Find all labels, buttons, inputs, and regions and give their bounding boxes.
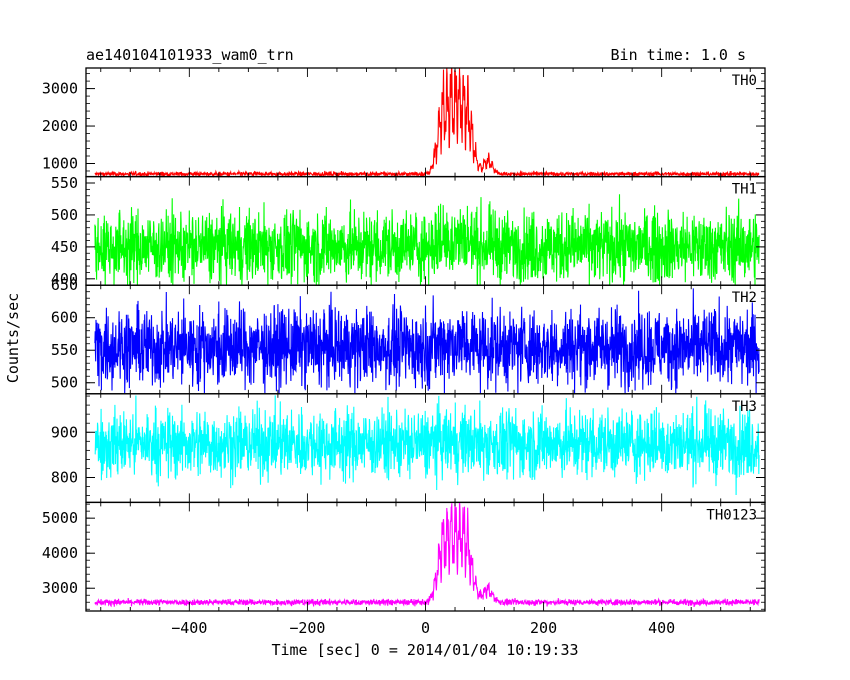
y-tick-label: 650 [51, 276, 78, 294]
series-line-th3 [94, 395, 760, 496]
bin-time-label: Bin time: 1.0 s [611, 46, 746, 64]
y-tick-label: 5000 [42, 509, 78, 527]
series-line-th0123 [94, 502, 760, 608]
y-tick-label: 500 [51, 374, 78, 392]
x-tick-label: −400 [171, 619, 207, 637]
panel-label-th0123: TH0123 [706, 507, 757, 523]
y-tick-label: 400 [51, 270, 78, 288]
panel-label-th3: TH3 [732, 399, 757, 415]
x-axis-label: Time [sec] 0 = 2014/01/04 10:19:33 [271, 641, 578, 659]
y-tick-label: 3000 [42, 80, 78, 98]
x-tick-label: 0 [421, 619, 430, 637]
y-axis-label: Counts/sec [4, 293, 22, 383]
panel-frame-th0123 [85, 501, 766, 612]
series-line-th2 [94, 288, 760, 394]
x-tick-label: 200 [530, 619, 557, 637]
series-line-th0 [94, 67, 760, 178]
y-tick-label: 450 [51, 238, 78, 256]
y-tick-label: 900 [51, 423, 78, 441]
y-tick-label: 550 [51, 341, 78, 359]
y-tick-label: 550 [51, 174, 78, 192]
x-tick-label: 400 [648, 619, 675, 637]
y-tick-label: 500 [51, 206, 78, 224]
x-tick-label: −200 [289, 619, 325, 637]
chart-title: ae140104101933_wam0_trn [86, 46, 294, 64]
panel-group: TH0100020003000TH1400450500550TH25005506… [42, 67, 766, 637]
y-tick-label: 4000 [42, 544, 78, 562]
y-tick-label: 800 [51, 469, 78, 487]
panel-label-th2: TH2 [732, 290, 757, 306]
series-line-th1 [94, 194, 760, 286]
panel-frame-th0 [85, 67, 766, 178]
panel-label-th1: TH1 [732, 182, 757, 198]
y-tick-label: 600 [51, 309, 78, 327]
y-tick-label: 2000 [42, 117, 78, 135]
y-tick-label: 1000 [42, 154, 78, 172]
y-tick-label: 3000 [42, 579, 78, 597]
panel-label-th0: TH0 [732, 73, 757, 89]
